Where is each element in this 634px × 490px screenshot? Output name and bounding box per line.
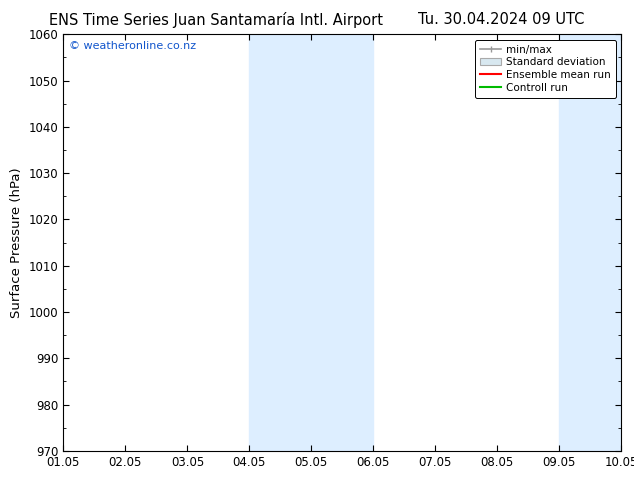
Text: ENS Time Series Juan Santamaría Intl. Airport: ENS Time Series Juan Santamaría Intl. Ai… (49, 12, 382, 28)
Text: © weatheronline.co.nz: © weatheronline.co.nz (69, 41, 196, 50)
Bar (249, 34, 373, 451)
Legend: min/max, Standard deviation, Ensemble mean run, Controll run: min/max, Standard deviation, Ensemble me… (475, 40, 616, 98)
Text: Tu. 30.04.2024 09 UTC: Tu. 30.04.2024 09 UTC (418, 12, 584, 27)
Bar (559, 34, 621, 451)
Y-axis label: Surface Pressure (hPa): Surface Pressure (hPa) (10, 167, 23, 318)
